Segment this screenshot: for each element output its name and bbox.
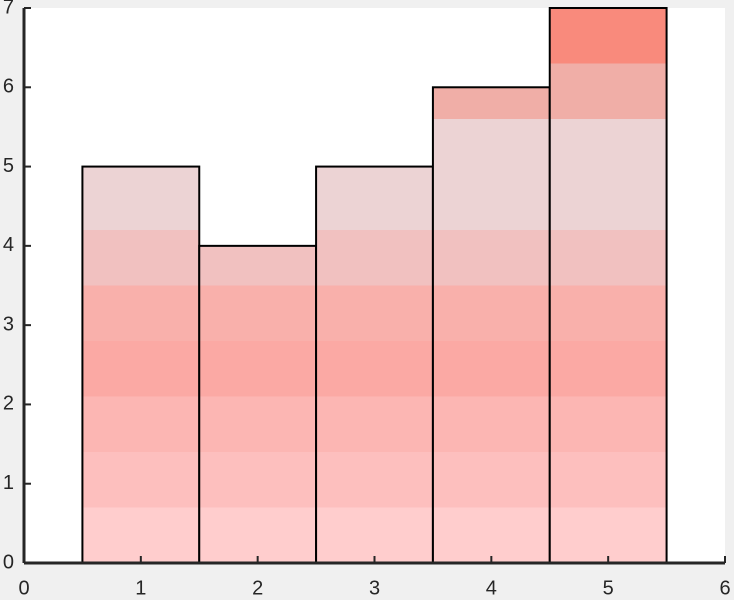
x-tick-label: 5 [603,577,614,599]
bar [198,244,318,564]
x-tick-label: 2 [252,577,263,599]
y-tick-label: 0 [3,551,14,573]
y-tick-label: 6 [3,76,14,98]
y-tick-label: 3 [3,313,14,335]
y-tick-label: 2 [3,393,14,415]
x-tick-label: 6 [719,577,730,599]
bar [431,86,551,565]
y-tick-label: 5 [3,155,14,177]
bar [315,165,434,564]
x-tick-label: 4 [486,577,497,599]
y-tick-label: 1 [3,472,14,494]
bar [81,165,201,564]
x-tick-label: 1 [135,577,146,599]
y-tick-label: 7 [3,0,14,18]
x-tick-label: 0 [18,577,29,599]
bar [548,7,668,564]
x-tick-label: 3 [369,577,380,599]
y-tick-label: 4 [3,234,14,256]
